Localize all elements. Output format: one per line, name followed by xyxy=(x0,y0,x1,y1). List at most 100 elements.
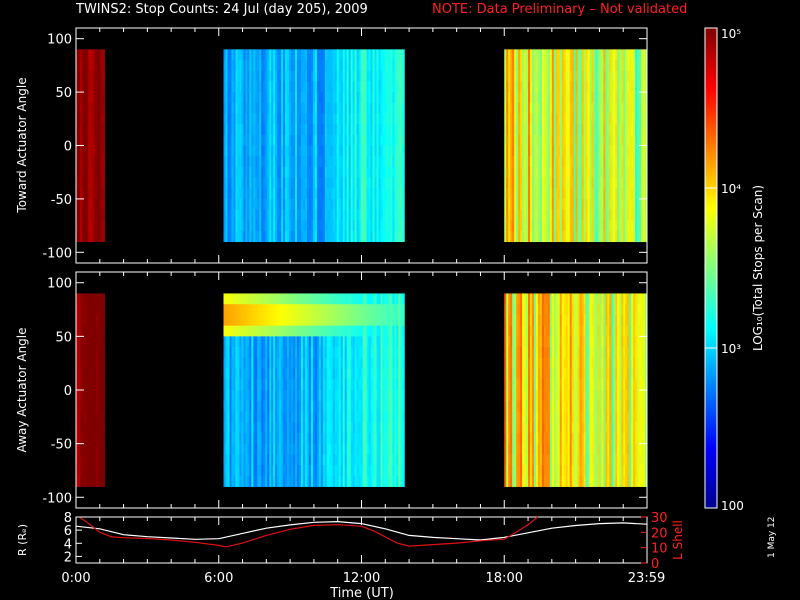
heatmap-cell xyxy=(396,198,399,210)
heatmap-cell xyxy=(279,134,282,146)
heatmap-cell xyxy=(249,379,252,391)
heatmap-cell xyxy=(253,443,256,455)
heatmap-cell xyxy=(354,475,358,487)
heatmap-cell xyxy=(530,102,533,114)
heatmap-cell xyxy=(589,209,592,221)
heatmap-cell xyxy=(78,177,81,189)
heatmap-cell xyxy=(402,49,405,61)
heatmap-cell xyxy=(384,230,387,243)
heatmap-cell xyxy=(283,325,286,337)
heatmap-cell xyxy=(370,220,373,232)
heatmap-cell xyxy=(318,465,322,477)
heatmap-cell xyxy=(611,70,614,82)
heatmap-cell xyxy=(643,177,646,189)
heatmap-cell xyxy=(625,220,628,232)
heatmap-cell xyxy=(279,432,282,445)
heatmap-cell xyxy=(603,198,606,210)
heatmap-cell xyxy=(328,400,332,412)
heatmap-cell xyxy=(314,81,318,93)
heatmap-cell xyxy=(390,49,393,61)
heatmap-cell xyxy=(352,81,356,93)
heatmap-cell xyxy=(251,475,254,487)
heatmap-cell xyxy=(374,220,377,232)
heatmap-cell xyxy=(80,198,83,210)
heatmap-cell xyxy=(326,293,330,305)
heatmap-cell xyxy=(289,390,292,402)
heatmap-cell xyxy=(324,379,328,391)
heatmap-cell xyxy=(376,60,379,72)
heatmap-cell xyxy=(229,379,232,391)
heatmap-cell xyxy=(605,198,608,210)
heatmap-cell xyxy=(306,113,310,125)
heatmap-cell xyxy=(316,304,320,316)
heatmap-cell xyxy=(78,336,81,348)
heatmap-cell xyxy=(76,102,79,114)
heatmap-cell xyxy=(526,230,529,243)
heatmap-cell xyxy=(623,230,626,243)
heatmap-cell xyxy=(287,357,290,369)
heatmap-cell xyxy=(285,177,288,189)
heatmap-cell xyxy=(314,145,318,157)
heatmap-cell xyxy=(553,230,557,243)
heatmap-cell xyxy=(247,347,250,359)
heatmap-cell xyxy=(641,113,644,125)
heatmap-cell xyxy=(573,113,577,125)
heatmap-cell xyxy=(223,198,226,210)
heatmap-cell xyxy=(287,454,290,466)
heatmap-cell xyxy=(308,400,312,412)
heatmap-cell xyxy=(235,113,238,125)
heatmap-cell xyxy=(348,293,352,305)
heatmap-cell xyxy=(510,188,513,200)
heatmap-cell xyxy=(643,230,646,243)
heatmap-cell xyxy=(94,293,97,305)
heatmap-cell xyxy=(269,336,272,348)
heatmap-cell xyxy=(641,102,644,114)
heatmap-cell xyxy=(277,70,280,82)
heatmap-cell xyxy=(227,390,230,402)
heatmap-cell xyxy=(281,209,284,221)
heatmap-cell xyxy=(237,220,240,232)
heatmap-cell xyxy=(390,60,393,72)
heatmap-cell xyxy=(617,134,620,146)
heatmap-cell xyxy=(310,166,314,178)
heatmap-cell xyxy=(235,336,238,348)
heatmap-cell xyxy=(380,209,383,221)
heatmap-cell xyxy=(297,49,300,61)
heatmap-cell xyxy=(332,475,336,487)
heatmap-cell xyxy=(281,314,284,327)
heatmap-cell xyxy=(518,102,521,114)
heatmap-cell xyxy=(263,390,266,402)
heatmap-cell xyxy=(304,400,308,412)
heatmap-cell xyxy=(275,336,278,348)
heatmap-cell xyxy=(263,293,266,305)
y-tick-label: 100 xyxy=(47,33,72,48)
heatmap-cell xyxy=(346,220,350,232)
heatmap-cell xyxy=(297,325,300,337)
heatmap-cell xyxy=(302,60,306,72)
heatmap-cell xyxy=(247,49,250,61)
heatmap-cell xyxy=(293,325,296,337)
heatmap-cell xyxy=(96,443,99,455)
heatmap-cell xyxy=(304,304,308,316)
heatmap-cell xyxy=(587,102,590,114)
heatmap-cell xyxy=(645,220,648,232)
heatmap-cell xyxy=(78,145,81,157)
heatmap-cell xyxy=(553,60,557,72)
heatmap-cell xyxy=(522,188,525,200)
heatmap-cell xyxy=(543,113,547,125)
heatmap-cell xyxy=(332,368,336,380)
heatmap-cell xyxy=(241,390,244,402)
heatmap-cell xyxy=(336,304,340,316)
heatmap-cell xyxy=(247,454,250,466)
heatmap-cell xyxy=(259,432,262,445)
heatmap-cell xyxy=(326,432,330,445)
heatmap-cell xyxy=(322,188,326,200)
heatmap-cell xyxy=(549,49,553,61)
heatmap-cell xyxy=(269,49,272,61)
heatmap-cell xyxy=(257,336,260,348)
heatmap-cell xyxy=(90,336,93,348)
heatmap-cell xyxy=(366,49,369,61)
heatmap-cell xyxy=(243,166,246,178)
heatmap-cell xyxy=(253,432,256,445)
heatmap-cell xyxy=(585,49,588,61)
